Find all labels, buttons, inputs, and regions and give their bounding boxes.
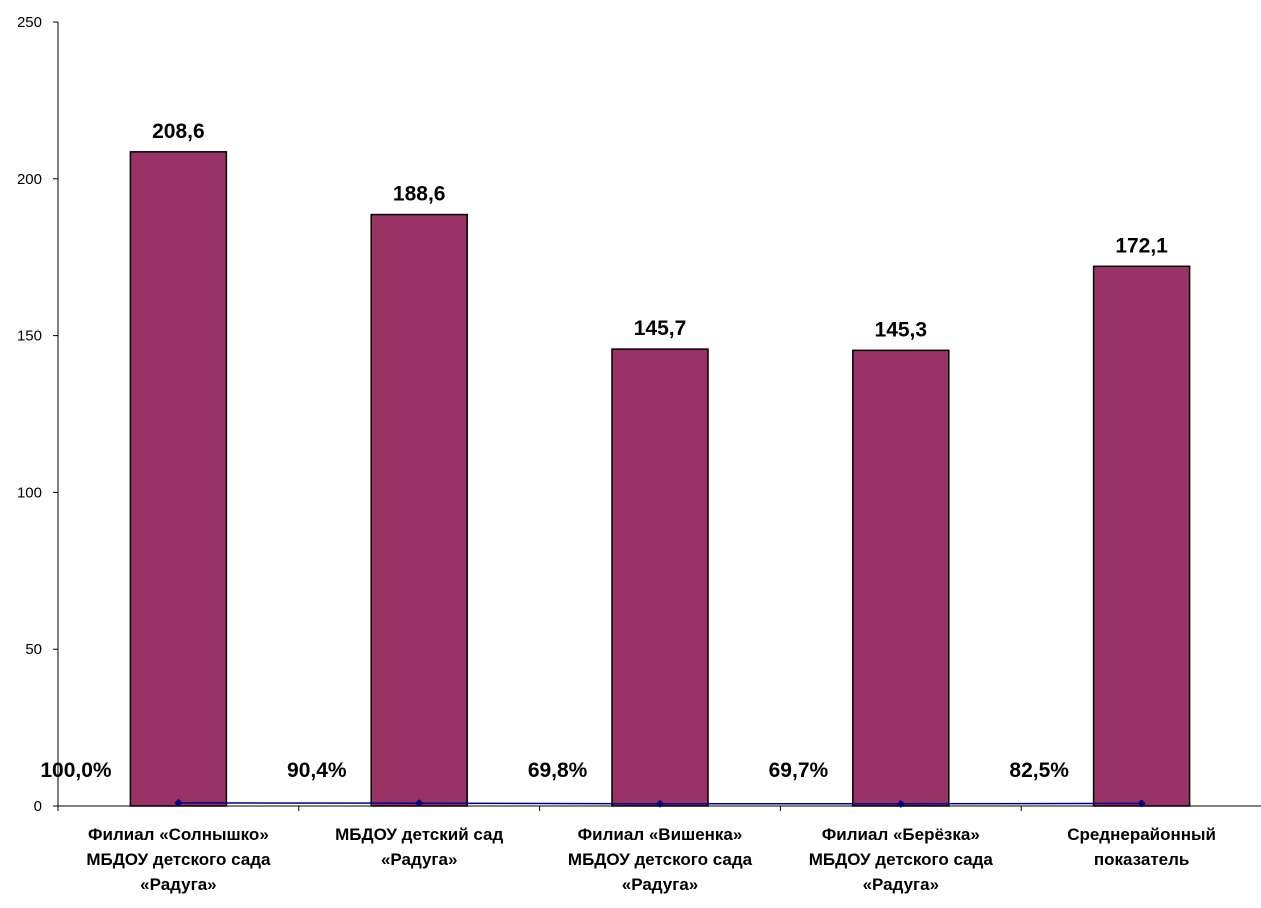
x-category-label-line: «Радуга» (863, 875, 939, 894)
x-category-label-line: «Радуга» (140, 875, 216, 894)
bar-value-label: 172,1 (1115, 234, 1168, 257)
y-tick-label: 0 (34, 798, 42, 815)
line-point (1137, 799, 1146, 808)
bar (852, 349, 950, 807)
bar-value-label: 145,7 (634, 317, 687, 340)
x-category-label-line: Филиал «Вишенка» (578, 825, 743, 844)
y-tick-label: 50 (25, 641, 42, 658)
x-category-label-line: Филиал «Берёзка» (822, 825, 980, 844)
x-category-label: Филиал «Солнышко» МБДОУ детского сада «Рад… (86, 825, 271, 894)
x-category-label-line: МБДОУ детского сада (86, 850, 271, 869)
x-category-label: МБДОУ детский сад «Радуга» (335, 825, 503, 869)
x-category-label-line: Филиал «Солнышко» (88, 825, 269, 844)
axes: 0 50 100 150 200 250 (17, 14, 1261, 815)
x-category-label-line: показатель (1094, 850, 1190, 869)
x-category-label-line: МБДОУ детского сада (809, 850, 994, 869)
x-category-label-line: Среднерайонный (1067, 825, 1216, 844)
labels: 208,6 188,6 145,7 145,3 172,1 100,0% 90,4% 69,8… (40, 120, 1216, 894)
line-value-label: 100,0% (40, 759, 112, 782)
x-category-label-line: «Радуга» (622, 875, 698, 894)
x-category-label-line: МБДОУ детского сада (568, 850, 753, 869)
line-point (656, 799, 664, 808)
y-tick-label: 250 (17, 14, 42, 31)
x-category-label: Филиал «Вишенка» МБДОУ детского сада «Раду… (568, 825, 753, 894)
x-category-label-line: МБДОУ детский сад (335, 825, 503, 844)
x-category-label-line: «Радуга» (381, 850, 457, 869)
bar (1092, 265, 1191, 807)
bar-value-label: 188,6 (393, 183, 446, 206)
line-value-label: 82,5% (1009, 759, 1069, 782)
line-point (896, 799, 905, 808)
x-category-label: Среднерайонный показатель (1067, 825, 1216, 869)
y-tick-label: 150 (17, 328, 42, 345)
line-value-label: 69,8% (528, 759, 588, 782)
line-series (174, 798, 1146, 808)
x-category-label: Филиал «Берёзка» МБДОУ детского сада «Раду… (809, 825, 994, 894)
bar (611, 348, 709, 807)
y-tick-label: 200 (17, 171, 42, 188)
line-value-label: 90,4% (287, 759, 347, 782)
line-point (174, 798, 183, 807)
line-value-label: 69,7% (769, 759, 829, 782)
bar (370, 213, 468, 807)
bar (129, 151, 228, 807)
line-point (415, 799, 424, 808)
bar-value-label: 208,6 (152, 120, 205, 143)
bars (129, 151, 1191, 807)
y-tick-label: 100 (17, 484, 42, 501)
bar-value-label: 145,3 (875, 318, 928, 341)
